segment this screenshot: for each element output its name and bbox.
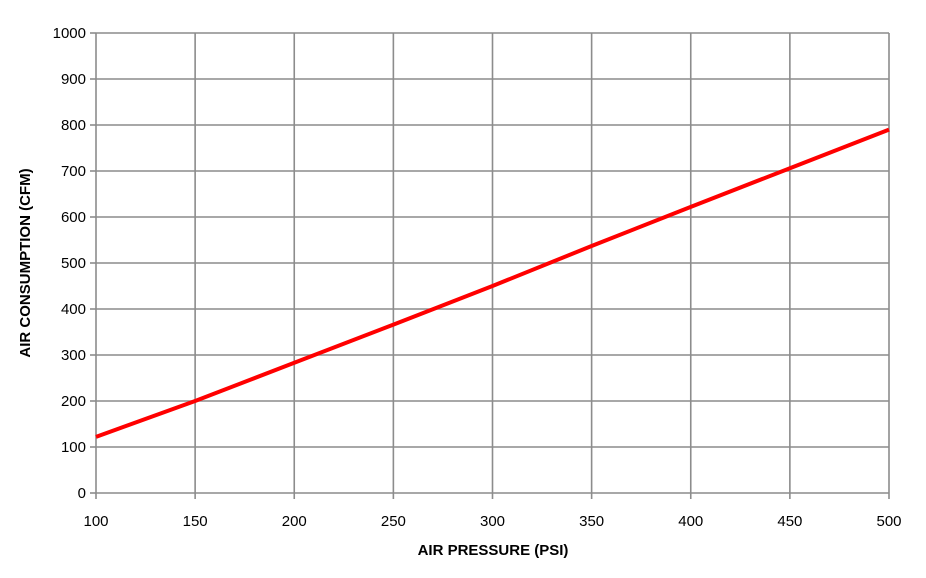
y-tick-label: 400 xyxy=(61,301,86,318)
x-tick-label: 200 xyxy=(282,513,307,530)
grid xyxy=(96,32,890,493)
y-tick-label: 200 xyxy=(61,393,86,410)
y-tick-label: 600 xyxy=(61,209,86,226)
y-axis-title: AIR CONSUMPTION (CFM) xyxy=(17,168,34,357)
x-tick-label: 300 xyxy=(480,513,505,530)
x-tick-label: 350 xyxy=(579,513,604,530)
x-axis-title: AIR PRESSURE (PSI) xyxy=(418,542,569,559)
y-tick-label: 100 xyxy=(61,439,86,456)
y-tick-label: 700 xyxy=(61,163,86,180)
y-tick-label: 800 xyxy=(61,117,86,134)
x-tick-label: 400 xyxy=(678,513,703,530)
series-layer xyxy=(95,127,890,439)
y-tick-label: 1000 xyxy=(53,25,86,42)
y-tick-label: 900 xyxy=(61,71,86,88)
x-tick-label: 250 xyxy=(381,513,406,530)
series-line xyxy=(95,127,890,439)
y-tick-label: 300 xyxy=(61,347,86,364)
x-tick-label: 450 xyxy=(777,513,802,530)
y-tick-label: 500 xyxy=(61,255,86,272)
x-tick-label: 150 xyxy=(183,513,208,530)
y-tick-label: 0 xyxy=(78,485,86,502)
axes xyxy=(90,32,890,499)
x-tick-label: 500 xyxy=(876,513,901,530)
x-tick-label: 100 xyxy=(83,513,108,530)
tick-labels: 0 100 200 300 400 500 600 700 800 900 1000 100 150 20… xyxy=(53,25,902,530)
